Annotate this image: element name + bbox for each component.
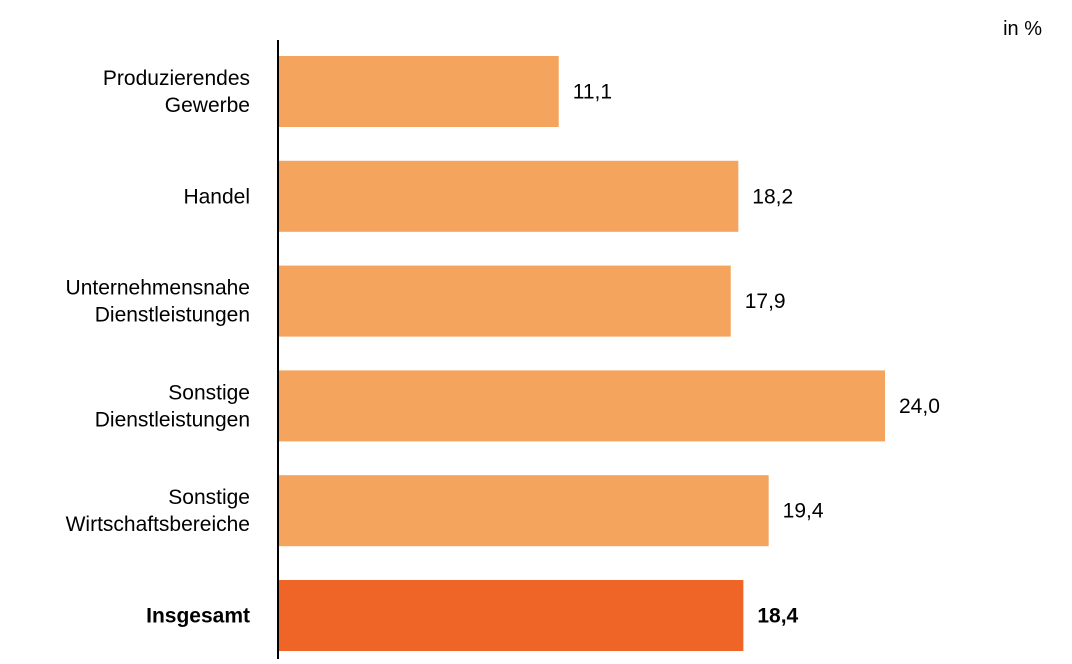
category-label-3: Sonstige Dienstleistungen [95,381,250,431]
category-label-line: Unternehmensnahe [66,277,250,300]
category-label-line: Dienstleistungen [95,408,250,431]
bar-5 [278,580,744,651]
value-label-0: 11,1 [573,81,612,104]
value-label-4: 19,4 [783,500,824,523]
unit-label: in % [1003,18,1042,40]
value-label-3: 24,0 [899,395,940,418]
category-label-line: Sonstige [168,486,250,509]
bar-3 [278,370,885,442]
category-label-line: Sonstige [168,381,250,404]
value-label-1: 18,2 [752,185,793,208]
category-label-2: Unternehmensnahe Dienstleistungen [66,277,250,327]
category-label-1: Handel [183,185,250,208]
category-label-line: Handel [183,185,250,208]
bar-4 [278,475,769,547]
bar-1 [278,160,739,232]
bar-0 [278,56,559,127]
category-label-4: Sonstige Wirtschaftsbereiche [66,486,250,536]
category-label-0: Produzierendes Gewerbe [103,67,250,117]
value-label-2: 17,9 [745,290,786,313]
value-label-5: 18,4 [757,605,798,628]
category-label-line: Produzierendes [103,67,250,90]
category-label-line: Dienstleistungen [95,304,250,327]
category-label-line: Insgesamt [146,605,250,628]
bar-2 [278,265,731,337]
category-label-line: Wirtschaftsbereiche [66,513,250,536]
category-label-line: Gewerbe [165,94,250,117]
category-label-5: Insgesamt [146,605,250,628]
